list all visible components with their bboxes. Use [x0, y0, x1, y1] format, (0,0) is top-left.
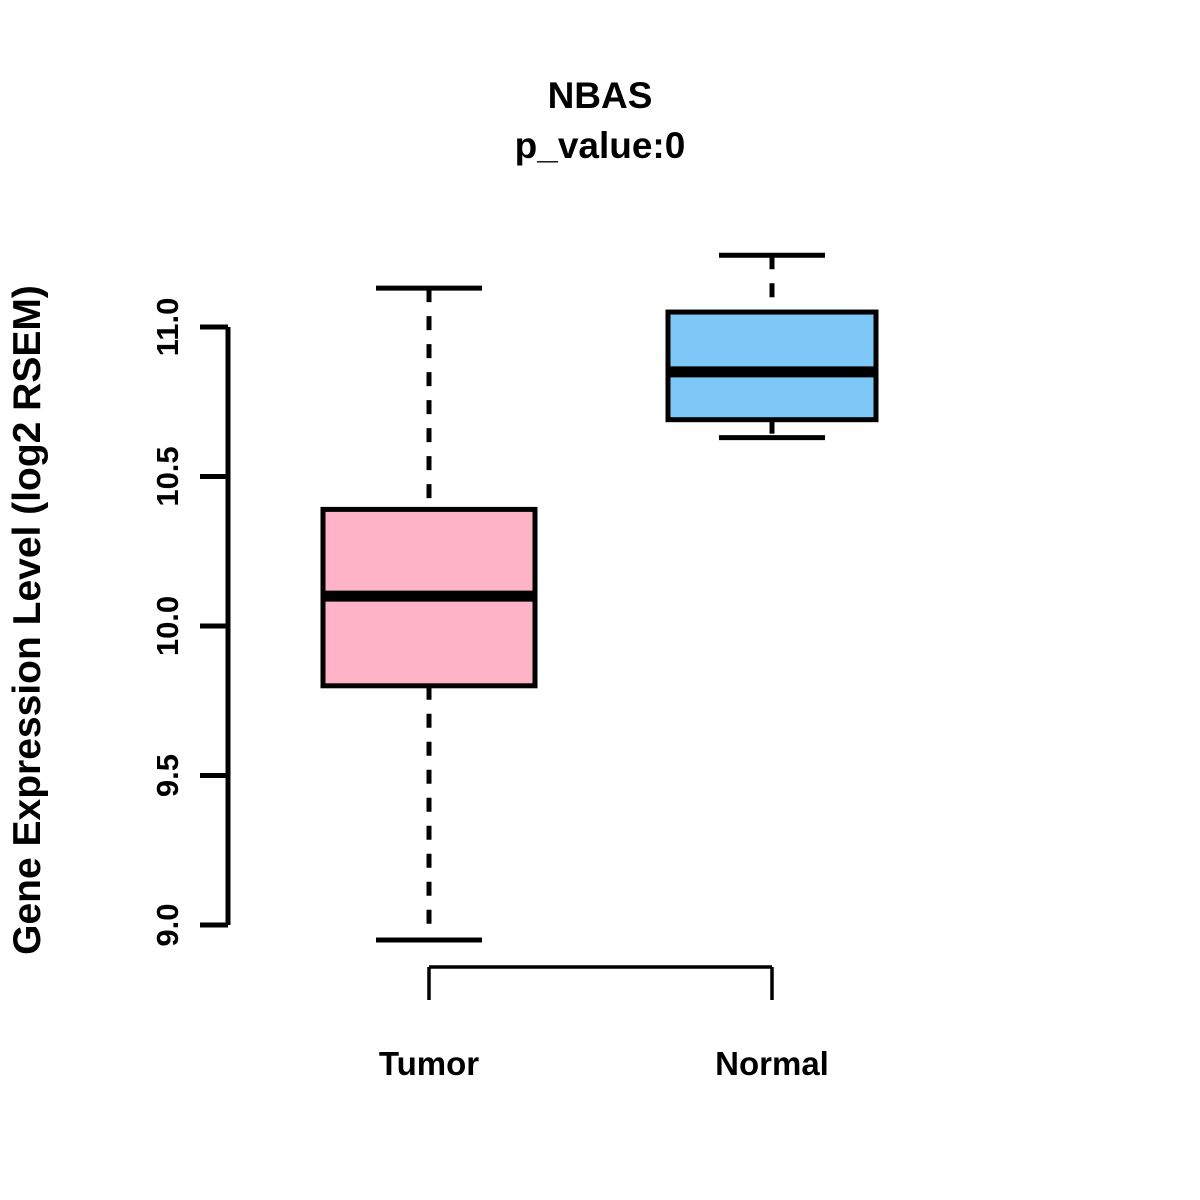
y-axis-label: Gene Expression Level (log2 RSEM) — [6, 285, 49, 955]
x-axis-label-normal: Normal — [715, 1045, 829, 1082]
y-axis: 9.0 9.5 10.0 10.5 11.0 — [150, 298, 231, 947]
y-axis-tick-label: 11.0 — [150, 298, 185, 357]
x-axis-label-tumor: Tumor — [379, 1045, 479, 1082]
box-rect[interactable] — [665, 309, 879, 423]
box-group — [320, 252, 879, 943]
y-axis-tick-label: 9.0 — [150, 903, 185, 946]
chart-title: NBAS — [548, 75, 653, 116]
chart-subtitle: p_value:0 — [515, 125, 686, 166]
x-axis: Tumor Normal — [379, 965, 829, 1082]
box-normal[interactable] — [665, 252, 879, 441]
y-axis-tick-label: 10.5 — [150, 446, 185, 506]
box-tumor[interactable] — [320, 285, 538, 943]
y-axis-tick-label: 10.0 — [150, 596, 185, 656]
y-axis-tick-label: 9.5 — [150, 754, 185, 797]
